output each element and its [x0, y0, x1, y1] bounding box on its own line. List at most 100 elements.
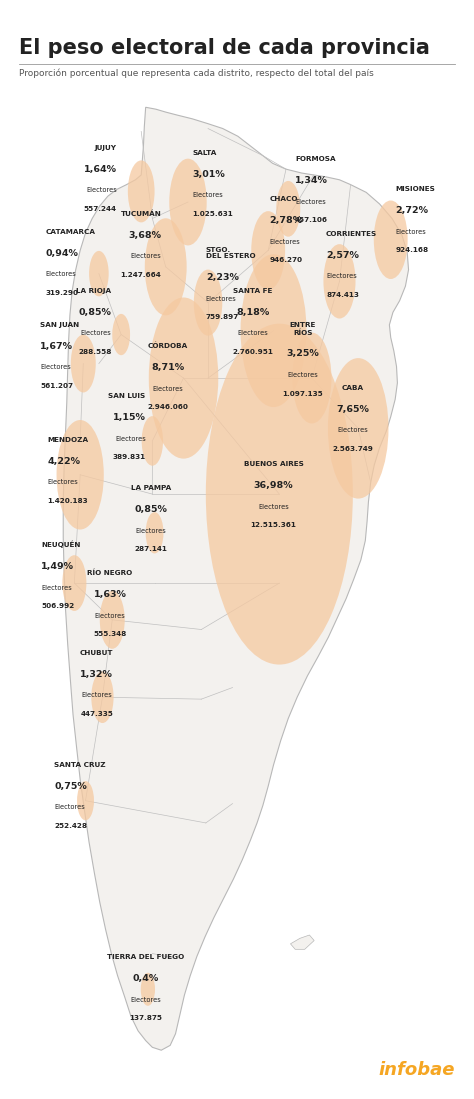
Text: 946.270: 946.270 — [270, 257, 302, 263]
Text: Electores: Electores — [95, 613, 126, 619]
Text: 759.897: 759.897 — [206, 314, 239, 320]
Ellipse shape — [292, 333, 331, 423]
Text: TUCUMÁN: TUCUMÁN — [120, 210, 161, 217]
Text: Electores: Electores — [270, 238, 300, 245]
Ellipse shape — [89, 251, 109, 297]
Ellipse shape — [328, 358, 389, 499]
Text: TIERRA DEL FUEGO: TIERRA DEL FUEGO — [107, 954, 184, 961]
Text: Electores: Electores — [295, 199, 326, 204]
Text: 2,78%: 2,78% — [270, 217, 303, 225]
Text: Electores: Electores — [326, 274, 357, 279]
Text: ENTRE
RÍOS: ENTRE RÍOS — [290, 322, 316, 335]
Text: 288.558: 288.558 — [78, 349, 111, 355]
Text: SAN LUIS: SAN LUIS — [109, 393, 146, 399]
Text: 447.335: 447.335 — [80, 711, 113, 717]
Text: 1,64%: 1,64% — [84, 165, 117, 174]
Text: Proporción porcentual que representa cada distrito, respecto del total del país: Proporción porcentual que representa cad… — [19, 68, 374, 78]
Text: Electores: Electores — [81, 331, 111, 336]
Text: 2.760.951: 2.760.951 — [232, 349, 273, 355]
Polygon shape — [291, 935, 314, 950]
Text: 0,94%: 0,94% — [46, 248, 78, 258]
Text: SANTA CRUZ: SANTA CRUZ — [55, 762, 106, 768]
Text: CATAMARCA: CATAMARCA — [46, 229, 95, 235]
Text: SAN JUAN: SAN JUAN — [40, 322, 79, 328]
Text: Electores: Electores — [337, 428, 368, 433]
Text: 3,25%: 3,25% — [287, 349, 319, 358]
Ellipse shape — [128, 160, 155, 222]
Text: Electores: Electores — [288, 373, 319, 378]
Text: Electores: Electores — [47, 479, 78, 486]
Ellipse shape — [77, 781, 94, 820]
Text: 0,85%: 0,85% — [79, 308, 111, 317]
Text: 0,75%: 0,75% — [55, 781, 87, 791]
Ellipse shape — [206, 324, 353, 665]
Text: MENDOZA: MENDOZA — [47, 437, 89, 443]
Text: 1,63%: 1,63% — [93, 590, 127, 599]
Text: 1,67%: 1,67% — [40, 342, 73, 351]
Text: 1,34%: 1,34% — [295, 176, 328, 186]
Text: 557.244: 557.244 — [84, 206, 117, 212]
Text: Electores: Electores — [115, 436, 146, 442]
Polygon shape — [63, 108, 409, 1051]
Text: 0,85%: 0,85% — [135, 506, 167, 514]
Text: CORRIENTES: CORRIENTES — [326, 231, 377, 237]
Text: 1,32%: 1,32% — [80, 669, 113, 678]
Text: 36,98%: 36,98% — [254, 481, 293, 490]
Ellipse shape — [141, 973, 155, 1006]
Text: Electores: Electores — [46, 271, 76, 277]
Text: SALTA: SALTA — [192, 149, 217, 156]
Ellipse shape — [142, 417, 163, 466]
Text: 4,22%: 4,22% — [47, 457, 81, 466]
Ellipse shape — [323, 244, 356, 319]
Text: 252.428: 252.428 — [55, 823, 87, 829]
Text: 457.106: 457.106 — [295, 218, 328, 223]
Text: Electores: Electores — [55, 804, 85, 810]
Text: 8,18%: 8,18% — [236, 308, 269, 317]
Ellipse shape — [112, 314, 130, 355]
Text: Electores: Electores — [81, 692, 112, 698]
Text: 3,68%: 3,68% — [128, 231, 161, 240]
Ellipse shape — [63, 555, 86, 611]
Text: Electores: Electores — [41, 585, 72, 591]
Text: Electores: Electores — [40, 365, 71, 370]
Text: 874.413: 874.413 — [326, 292, 359, 298]
Text: Electores: Electores — [258, 503, 289, 510]
Text: 1,15%: 1,15% — [113, 413, 146, 422]
Text: 319.290: 319.290 — [46, 290, 78, 296]
Text: FORMOSA: FORMOSA — [295, 156, 336, 163]
Text: 389.831: 389.831 — [112, 454, 146, 460]
Ellipse shape — [149, 298, 219, 458]
Text: 12.515.361: 12.515.361 — [251, 522, 296, 528]
Text: 1.420.183: 1.420.183 — [47, 498, 88, 503]
Text: 561.207: 561.207 — [40, 382, 73, 389]
Ellipse shape — [169, 158, 207, 245]
Ellipse shape — [71, 334, 96, 392]
Ellipse shape — [100, 591, 125, 648]
Text: Electores: Electores — [130, 253, 161, 259]
Ellipse shape — [241, 254, 307, 407]
Text: Electores: Electores — [237, 331, 268, 336]
Ellipse shape — [146, 512, 164, 554]
Text: CHACO: CHACO — [270, 196, 298, 202]
Text: 287.141: 287.141 — [135, 546, 167, 552]
Text: 137.875: 137.875 — [129, 1015, 162, 1021]
Ellipse shape — [374, 200, 408, 279]
Text: Electores: Electores — [130, 997, 161, 1002]
Text: 2.946.060: 2.946.060 — [147, 404, 188, 410]
Text: CÓRDOBA: CÓRDOBA — [148, 343, 188, 349]
Text: Electores: Electores — [136, 528, 166, 534]
Text: 1.025.631: 1.025.631 — [192, 211, 233, 217]
Text: 2,23%: 2,23% — [206, 273, 239, 282]
Text: Electores: Electores — [153, 386, 183, 391]
Ellipse shape — [194, 269, 222, 335]
Ellipse shape — [251, 211, 285, 290]
Text: BUENOS AIRES: BUENOS AIRES — [244, 462, 303, 467]
Text: 1.097.135: 1.097.135 — [283, 390, 323, 397]
Text: NEUQUÉN: NEUQUÉN — [41, 541, 80, 548]
Text: infobae: infobae — [379, 1062, 456, 1079]
Text: MISIONES: MISIONES — [395, 187, 435, 192]
Text: Electores: Electores — [192, 192, 223, 198]
Text: 2,72%: 2,72% — [395, 207, 428, 215]
Text: 3,01%: 3,01% — [192, 169, 225, 178]
Text: STGO.
DEL ESTERO: STGO. DEL ESTERO — [206, 246, 255, 259]
